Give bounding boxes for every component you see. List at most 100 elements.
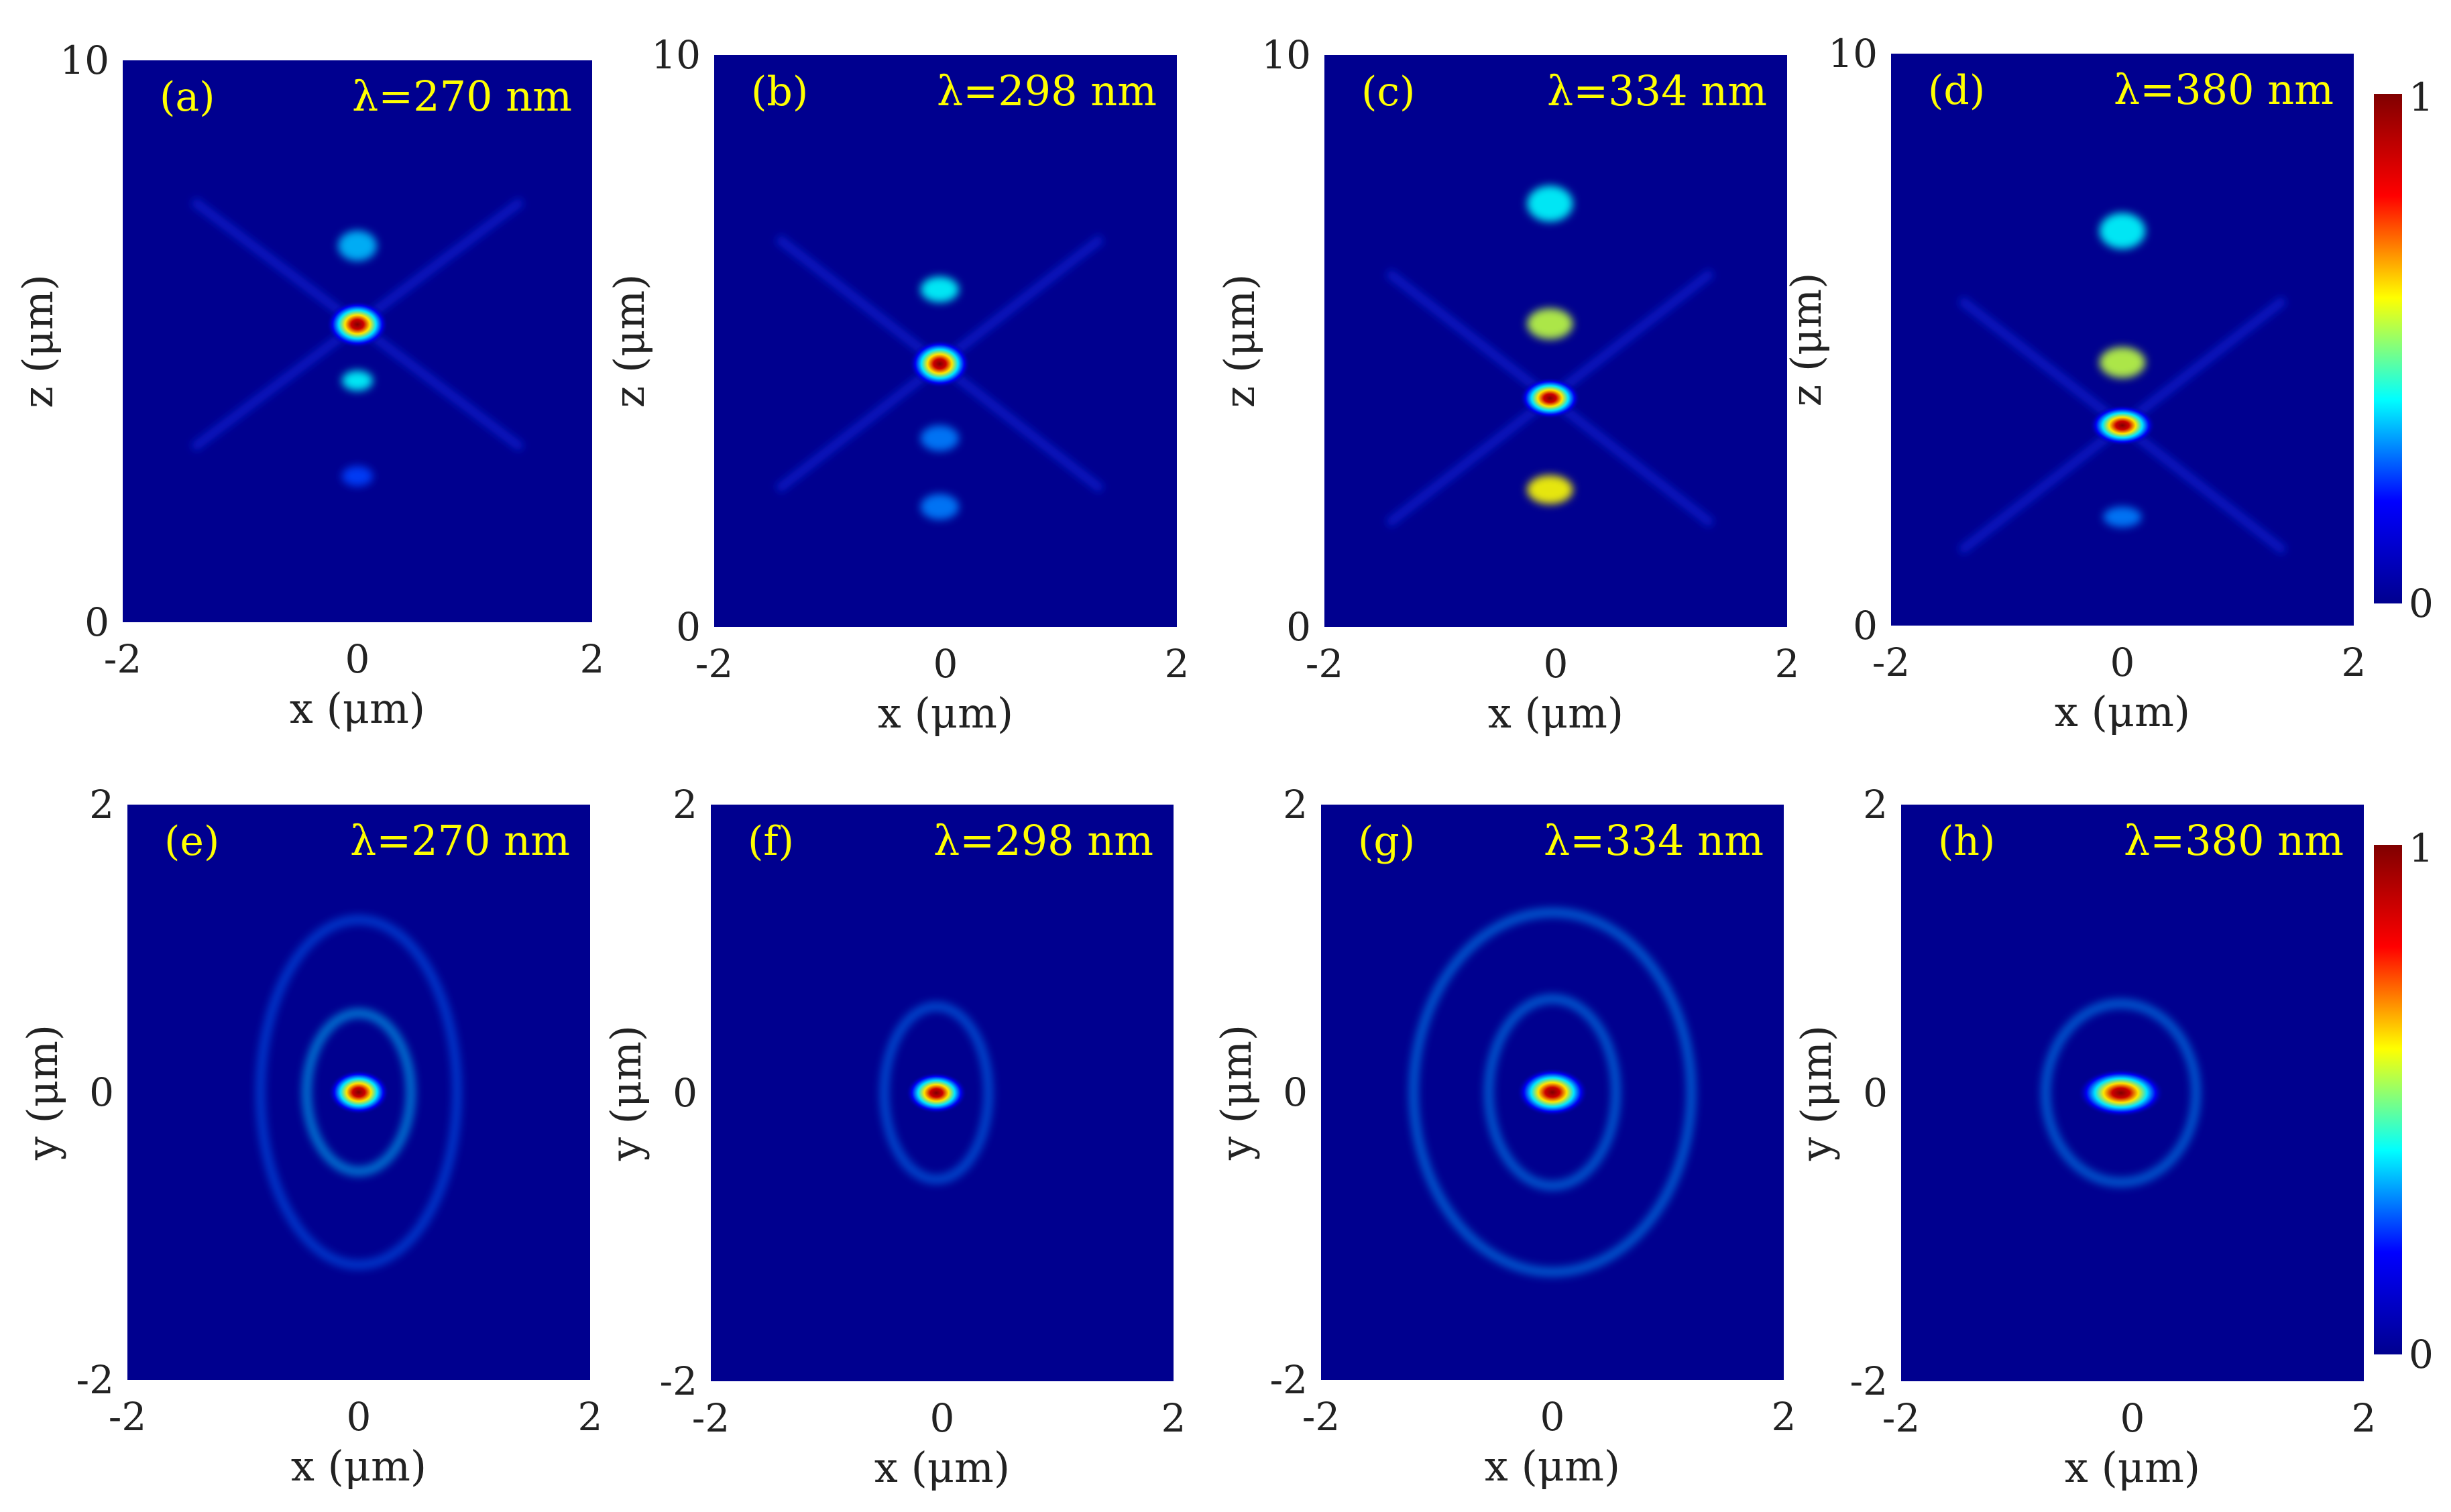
x-tick-label: -2 (1306, 641, 1344, 687)
x-tick-label: 0 (930, 1395, 955, 1441)
intensity-peak (2099, 347, 2146, 378)
x-tick-label: -2 (109, 1394, 147, 1440)
heatmap-panel-5: (e) λ=270 nm -2 0 2 -2 0 2 x (μm) y (μm) (18, 782, 602, 1491)
side-lobe-streak (354, 196, 525, 329)
x-axis-label: x (μm) (1485, 1442, 1620, 1491)
intensity-peak (909, 339, 970, 388)
wavelength-label: λ=270 nm (352, 72, 572, 121)
y-axis-label: y (μm) (18, 1025, 67, 1161)
y-tick-label: 0 (1863, 1070, 1888, 1116)
panel-label: (f) (748, 818, 794, 865)
colorbar-gradient (2374, 845, 2402, 1354)
x-axis-label: x (μm) (291, 1442, 426, 1491)
y-axis-label: z (μm) (1782, 273, 1831, 407)
x-tick-label: -2 (104, 636, 142, 682)
x-tick-label: -2 (1302, 1394, 1341, 1440)
x-axis-label: x (μm) (290, 684, 425, 733)
side-lobe-streak (354, 321, 525, 452)
diffraction-ring (1409, 907, 1696, 1277)
y-tick-label: 0 (89, 1069, 114, 1115)
x-tick-label: -2 (692, 1395, 730, 1441)
y-tick-label: 0 (676, 604, 701, 650)
x-tick-label: 0 (2120, 1395, 2145, 1441)
intensity-peak (1527, 185, 1573, 222)
y-tick-label: 2 (89, 782, 114, 827)
colorbar-2: 10 (2374, 825, 2434, 1377)
x-tick-label: 2 (1775, 641, 1800, 687)
panel-label: (h) (1938, 818, 1995, 865)
panel-label: (e) (164, 818, 219, 865)
intensity-peak (920, 425, 959, 451)
y-axis-label: y (μm) (1212, 1025, 1261, 1161)
y-axis-label: y (μm) (602, 1025, 650, 1161)
y-tick-label: -2 (1270, 1357, 1308, 1403)
side-lobe-streak (1385, 394, 1553, 528)
intensity-peak (341, 466, 374, 487)
intensity-peak (328, 1069, 390, 1115)
y-tick-label: -2 (660, 1358, 698, 1404)
panel-label: (g) (1358, 818, 1415, 865)
x-tick-label: 2 (2352, 1395, 2377, 1441)
x-tick-label: 0 (345, 636, 370, 682)
intensity-peak (2089, 404, 2156, 447)
intensity-peak (920, 276, 959, 302)
wavelength-label: λ=380 nm (2114, 65, 2334, 114)
heatmap-panel-8: (h) λ=380 nm -2 0 2 -2 0 2 x (μm) y (μm) (1792, 782, 2376, 1492)
x-tick-label: 0 (347, 1394, 372, 1440)
intensity-peak (341, 370, 374, 391)
wavelength-label: λ=298 nm (933, 816, 1153, 865)
side-lobe-streak (1957, 421, 2126, 555)
colorbar-min-label: 0 (2409, 581, 2434, 626)
wavelength-label: λ=380 nm (2124, 816, 2344, 865)
side-lobe-streak (937, 234, 1105, 368)
diffraction-ring (2041, 998, 2201, 1187)
x-tick-label: 2 (580, 636, 605, 682)
side-lobe-streak (1547, 394, 1715, 528)
intensity-peak (1519, 377, 1581, 419)
y-tick-label: 0 (673, 1070, 697, 1116)
intensity-peak (2077, 1068, 2165, 1118)
side-lobe-streak (190, 196, 361, 329)
heatmap-background (1324, 55, 1787, 627)
colorbar-min-label: 0 (2409, 1332, 2434, 1377)
intensity-peak (1516, 1067, 1589, 1117)
side-lobe-streak (775, 234, 943, 368)
colorbar-1: 10 (2374, 74, 2434, 626)
x-tick-label: 0 (1540, 1394, 1565, 1440)
colorbar-max-label: 1 (2409, 74, 2434, 120)
y-tick-label: 10 (60, 38, 109, 83)
side-lobe-streak (775, 360, 943, 493)
diffraction-ring (302, 1008, 416, 1176)
heatmap-panel-6: (f) λ=298 nm -2 0 2 -2 0 2 x (μm) y (μm) (602, 782, 1186, 1492)
side-lobe-streak (190, 321, 361, 452)
intensity-peak (1527, 475, 1573, 504)
x-tick-label: -2 (1872, 640, 1911, 685)
x-tick-label: 2 (1161, 1395, 1186, 1441)
y-tick-label: 0 (1286, 604, 1311, 650)
heatmap-panel-7: (g) λ=334 nm -2 0 2 -2 0 2 x (μm) y (μm) (1212, 782, 1796, 1491)
intensity-peak (1527, 308, 1573, 339)
y-tick-label: 0 (1283, 1069, 1308, 1115)
y-axis-label: z (μm) (605, 274, 654, 408)
x-axis-label: x (μm) (2065, 1443, 2200, 1492)
x-axis-label: x (μm) (878, 689, 1013, 738)
x-tick-label: -2 (1882, 1395, 1921, 1441)
x-axis-label: x (μm) (1488, 689, 1623, 738)
x-tick-label: 2 (1772, 1394, 1797, 1440)
side-lobe-streak (2119, 421, 2287, 555)
side-lobe-streak (1547, 268, 1715, 402)
side-lobe-streak (1385, 268, 1553, 402)
diffraction-ring (1484, 994, 1621, 1191)
diffraction-ring (255, 915, 462, 1270)
wavelength-label: λ=334 nm (1547, 66, 1767, 115)
y-tick-label: 0 (1853, 603, 1878, 648)
wavelength-label: λ=298 nm (937, 66, 1157, 115)
panel-label: (a) (160, 74, 215, 121)
y-tick-label: 10 (1828, 31, 1878, 76)
y-axis-label: z (μm) (13, 274, 62, 408)
